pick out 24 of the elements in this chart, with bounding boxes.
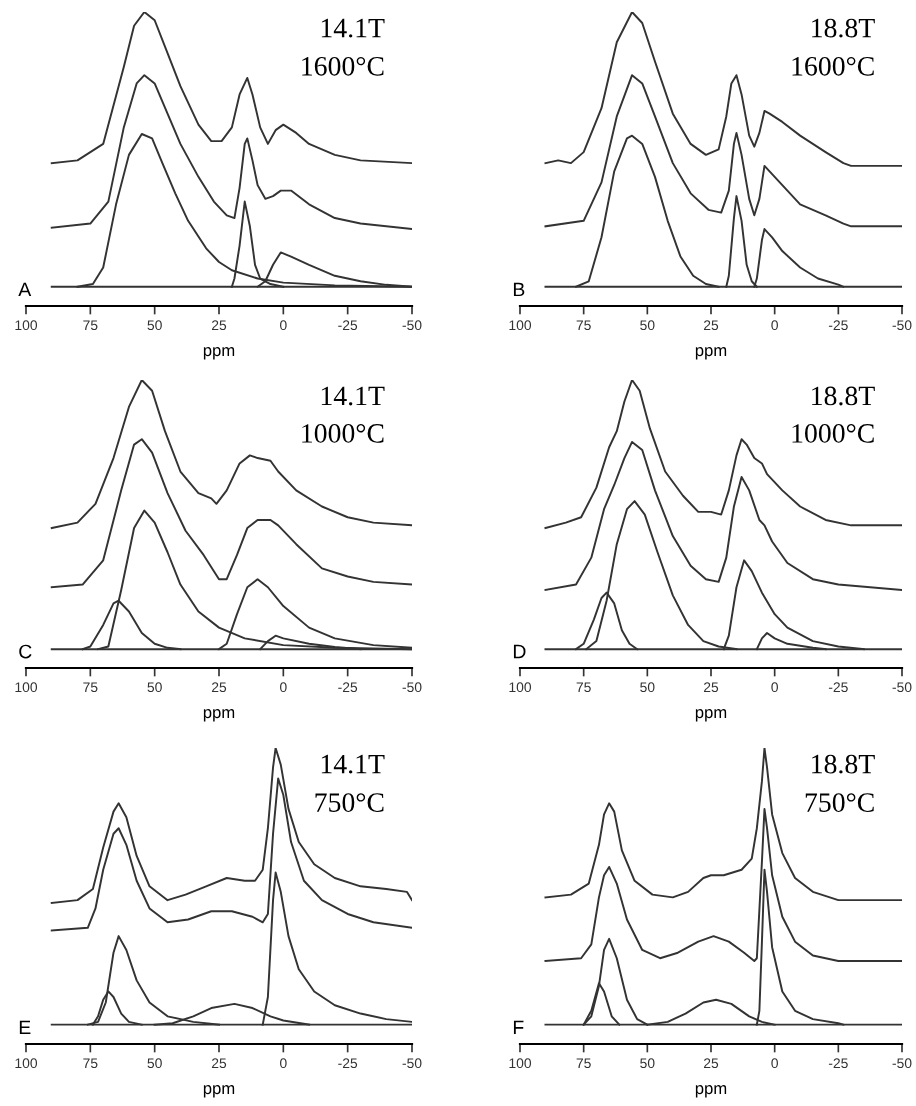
- x-axis-title: ppm: [695, 1085, 727, 1098]
- x-axis-title: ppm: [695, 347, 727, 360]
- annotation: 14.1T: [321, 18, 385, 38]
- annotation: 14.1T: [321, 754, 385, 774]
- x-axis-title: ppm: [203, 709, 235, 722]
- x-axis-title: ppm: [203, 1085, 235, 1098]
- annotation: 18.8T: [812, 386, 875, 406]
- annotation: A: [18, 282, 32, 297]
- annotation: 750°C: [805, 793, 874, 812]
- annotation: F: [513, 1020, 524, 1035]
- annotation: 1600°C: [792, 56, 874, 76]
- x-axis-title: ppm: [203, 347, 235, 360]
- annotation: 1000°C: [302, 424, 384, 443]
- annotation: 18.8T: [812, 18, 875, 38]
- annotation: 14.1T: [321, 386, 385, 406]
- annotation: 1600°C: [302, 56, 384, 76]
- annotation: 750°C: [315, 793, 384, 812]
- annotation: E: [19, 1020, 31, 1035]
- annotation: C: [19, 644, 32, 659]
- annotation: 18.8T: [812, 754, 875, 774]
- annotation: 1000°C: [792, 424, 874, 443]
- annotation: B: [513, 282, 525, 297]
- x-axis-title: ppm: [695, 709, 727, 722]
- annotation: D: [513, 644, 526, 659]
